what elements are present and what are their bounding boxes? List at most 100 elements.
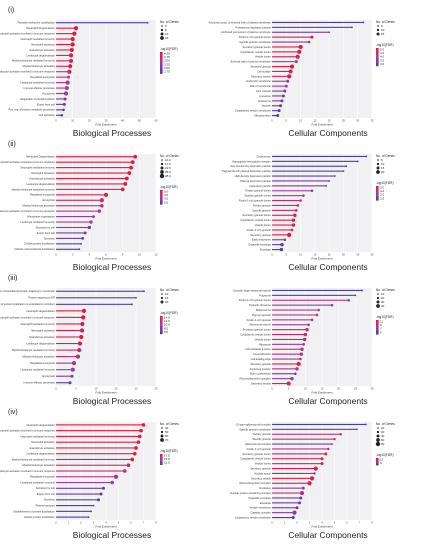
category-label: Granulocyte activation xyxy=(29,48,55,52)
category-label: Specific granule xyxy=(252,437,271,441)
chart-title: Biological Processes xyxy=(73,396,151,406)
category-label: Establishment of protein localization to… xyxy=(0,302,55,306)
fdr-colour-segment xyxy=(160,203,163,205)
genes-legend-dot xyxy=(159,173,165,179)
category-label: Myeloid leukocyte mediated immunity xyxy=(12,348,56,352)
genes-legend-dot xyxy=(160,162,164,166)
fdr-colour-segment xyxy=(160,62,163,65)
genes-legend-label: 60 xyxy=(165,434,169,438)
genes-legend-label: 70 xyxy=(165,438,169,442)
genes-legend-label: 10 xyxy=(381,28,385,32)
fdr-colour-segment xyxy=(376,327,379,329)
bar xyxy=(56,98,66,100)
bar xyxy=(272,348,302,350)
fdr-colour-segment xyxy=(376,328,379,330)
genes-legend-title: No. of Genes xyxy=(160,154,179,158)
category-label: Regulated exocytosis xyxy=(30,193,55,197)
data-point xyxy=(80,242,82,245)
genes-legend-label: 15 xyxy=(165,36,169,40)
panel-label: (iii) xyxy=(8,275,17,282)
data-point xyxy=(294,60,298,64)
x-tick-label: 0 xyxy=(55,253,57,257)
category-label: Regulated exocytosis xyxy=(30,475,55,479)
category-label: Tertiary granule lumen xyxy=(245,189,271,193)
category-label: Cytoplasmic vesicle lumen xyxy=(240,457,271,461)
data-point xyxy=(134,446,138,450)
x-tick-label: 0 xyxy=(271,387,273,391)
fdr-colour-segment xyxy=(160,456,163,458)
fdr-legend-label: 5.0 xyxy=(380,48,385,52)
data-point xyxy=(99,198,104,203)
x-tick-label: 0 xyxy=(55,387,57,391)
genes-legend-label: 40 xyxy=(381,304,385,308)
bar xyxy=(272,324,309,326)
bar xyxy=(272,41,310,43)
fdr-colour-segment xyxy=(376,190,379,193)
fdr-colour-segment xyxy=(160,66,163,68)
chart-biological-processes: 0 1 2 3 4 5 6 7 8 Fold Enrichment Neutrophil degra… xyxy=(0,422,179,540)
x-axis-label: Fold Enrichment xyxy=(95,391,116,395)
data-point xyxy=(143,290,145,293)
data-point xyxy=(120,187,125,192)
fdr-legend-title: -log10(FDR) xyxy=(160,185,178,189)
fdr-colour-segment xyxy=(376,461,379,463)
bar xyxy=(56,458,133,461)
genes-legend-label: 20 xyxy=(381,296,385,300)
fdr-legend-label: 15.0 xyxy=(164,457,170,461)
x-axis-label: Fold Enrichment xyxy=(95,257,116,261)
category-label: Membrane organization xyxy=(28,215,56,219)
panel-label: (i) xyxy=(8,7,14,14)
category-label: Organelle envelope xyxy=(248,243,271,247)
fdr-colour-segment xyxy=(376,188,379,190)
x-tick-label: 30 xyxy=(105,119,108,123)
fdr-colour-segment xyxy=(376,324,379,327)
x-tick-label: 2 xyxy=(80,521,82,525)
bar xyxy=(56,290,144,292)
data-point xyxy=(81,308,87,313)
category-label: SRP-dependent cotranslational protein ta… xyxy=(0,289,55,293)
bar xyxy=(56,510,91,512)
genes-legend-label: 30 xyxy=(165,426,169,430)
category-label: Proteasome regulatory particle xyxy=(235,25,271,29)
bar xyxy=(56,323,83,325)
category-label: Polysome xyxy=(259,293,271,297)
bar xyxy=(56,243,81,245)
bar xyxy=(56,441,139,443)
category-label: Secretory granule xyxy=(250,362,271,366)
fdr-legend-label: 3.75 xyxy=(164,55,170,59)
data-point xyxy=(130,457,135,462)
category-label: Neutrophil Degranulation xyxy=(26,155,55,159)
bar xyxy=(272,209,297,211)
data-point xyxy=(296,204,300,207)
data-point xyxy=(309,476,315,481)
category-label: Nuclear speck xyxy=(254,471,271,475)
bar xyxy=(272,165,347,167)
x-tick-label: 5 xyxy=(334,521,336,525)
fdr-colour-segment xyxy=(160,60,163,62)
data-point xyxy=(97,209,102,213)
fdr-colour-segment xyxy=(160,318,163,320)
x-tick-label: 10 xyxy=(95,387,98,391)
fdr-legend-label: 3.00 xyxy=(164,66,170,70)
bar xyxy=(272,214,295,216)
data-point xyxy=(72,31,77,36)
bar xyxy=(56,505,94,507)
x-tick-label: 5 xyxy=(288,387,290,391)
category-label: Secretory vesicle xyxy=(251,476,271,480)
fdr-colour-segment xyxy=(160,329,163,331)
category-label: Anchoring junction xyxy=(249,367,271,371)
fdr-legend-label: 6.0 xyxy=(164,330,169,334)
data-point xyxy=(328,180,331,182)
genes-legend-title: No. of Genes xyxy=(160,20,179,24)
bar xyxy=(272,378,292,380)
bar xyxy=(272,343,304,345)
fdr-colour-segment xyxy=(160,72,163,74)
category-label: Leukocyte degranulation xyxy=(27,182,56,186)
x-tick-label: 3 xyxy=(93,521,95,525)
data-point xyxy=(62,108,65,112)
category-label: Cytoplasmic vesicle lumen xyxy=(240,332,271,336)
data-point xyxy=(294,372,297,376)
genes-legend-dot xyxy=(376,170,380,174)
category-label: Neutrophil activation involved in immune… xyxy=(0,32,55,36)
